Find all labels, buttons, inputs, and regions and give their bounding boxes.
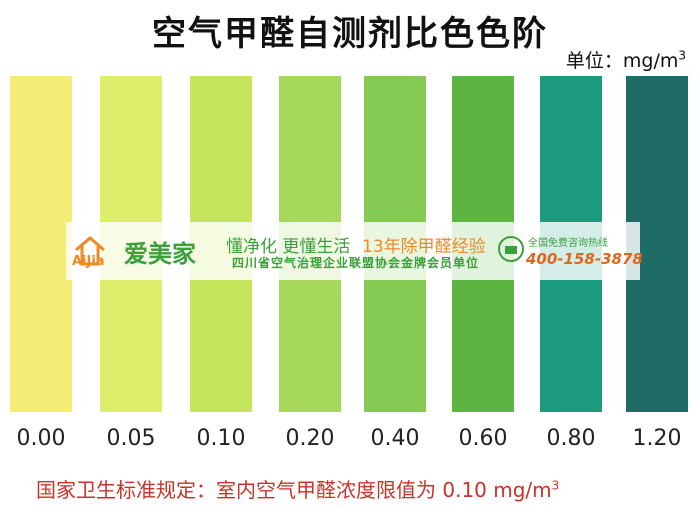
membership: 四川省空气治理企业联盟协会金牌会员单位 xyxy=(232,256,480,270)
swatch-label: 1.20 xyxy=(632,426,682,451)
footer: 国家卫生标准规定：室内空气甲醛浓度限值为 0.10 mg/m3 xyxy=(36,474,559,503)
brand: 爱美家 xyxy=(124,240,196,268)
color-swatch xyxy=(10,76,72,412)
swatch-label: 0.20 xyxy=(285,426,335,451)
title: 空气甲醛自测剂比色色阶 xyxy=(152,14,548,54)
swatch-label: 0.80 xyxy=(546,426,596,451)
unit: 单位：mg/m3 xyxy=(566,46,686,73)
hotline-label: 全国免费咨询热线 xyxy=(528,238,608,249)
watermark-banner: AiJia 爱美家 懂净化 更懂生活 13年除甲醛经验 四川省空气治理企业联盟协… xyxy=(66,222,643,280)
footer-sup: 3 xyxy=(551,478,560,493)
hotline: 400-158-3878 xyxy=(526,250,643,268)
phone-icon xyxy=(498,236,524,262)
swatch-label: 0.60 xyxy=(458,426,508,451)
swatch-label: 0.10 xyxy=(196,426,246,451)
slogan: 懂净化 更懂生活 xyxy=(226,237,351,257)
unit-text: 单位：mg/m xyxy=(565,50,679,72)
experience: 13年除甲醛经验 xyxy=(362,237,486,257)
footer-text: 国家卫生标准规定：室内空气甲醛浓度限值为 0.10 mg/m xyxy=(36,478,552,502)
unit-sup: 3 xyxy=(678,48,686,63)
logo-latin: AiJia xyxy=(72,254,105,269)
swatch-label: 0.40 xyxy=(370,426,420,451)
swatch-label: 0.05 xyxy=(106,426,156,451)
logo-house xyxy=(75,236,105,266)
swatch-label: 0.00 xyxy=(16,426,66,451)
